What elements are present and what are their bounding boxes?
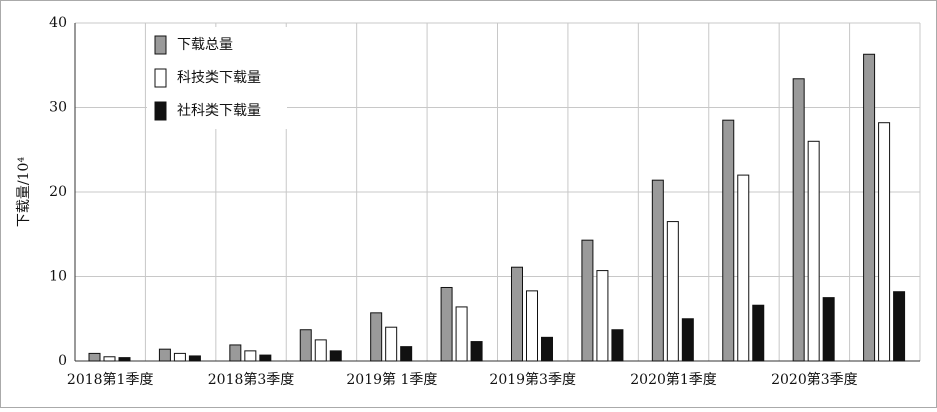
y-tick-label: 40 [49,15,67,31]
bar [541,336,553,362]
x-tick-label: 2019第 1季度 [346,371,437,388]
bar [651,179,664,362]
bar [681,318,694,362]
bar [792,78,805,362]
legend-label: 下载总量 [177,37,233,53]
x-tick-label: 2020第1季度 [630,371,717,388]
bar [807,140,820,362]
bar [526,290,538,362]
x-tick-label: 2019第3季度 [489,371,576,388]
bar [752,304,765,362]
bar [103,356,116,362]
legend-label: 社科类下载量 [177,103,261,119]
bar [329,350,342,362]
bar [822,297,835,362]
y-axis-label: 下载量/10⁴ [16,157,32,228]
bar [173,352,186,362]
bar [244,350,257,362]
x-tick-label: 2020第3季度 [771,371,858,388]
bar [229,344,242,362]
bar [299,329,312,362]
bar [470,341,483,362]
bar [611,329,624,362]
bar [88,352,101,362]
legend-swatch [154,35,167,55]
bar [314,339,327,362]
bar [893,291,906,362]
legend-swatch [154,101,167,121]
legend-swatch [154,68,167,88]
bar [188,355,201,362]
bar [370,312,383,362]
bar [440,286,453,362]
y-tick-label: 20 [49,184,67,200]
bar [666,221,679,362]
bar [158,348,171,362]
legend-box [147,27,287,129]
y-tick-label: 10 [49,269,67,285]
y-tick-label: 0 [58,353,67,369]
bar [581,239,594,362]
bar [400,346,413,362]
bar [878,122,891,362]
legend-label: 科技类下载量 [177,70,261,86]
bar [511,266,523,362]
bar [722,119,735,362]
bar [863,53,876,362]
y-tick-label: 30 [49,100,67,116]
bar [596,270,609,362]
bar [118,357,131,362]
x-tick-label: 2018第1季度 [67,371,154,388]
bar [385,326,398,362]
bar [455,306,468,362]
x-tick-label: 2018第3季度 [208,371,295,388]
bar [259,354,272,362]
bar [737,174,750,362]
